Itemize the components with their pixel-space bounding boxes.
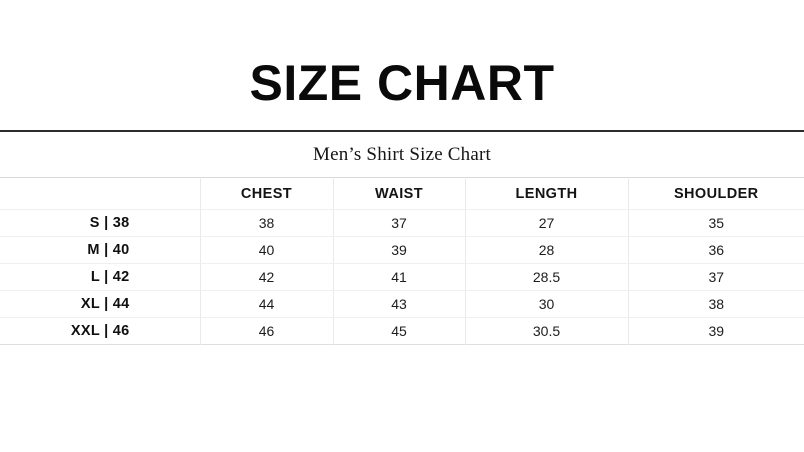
cell-length: 28.5 <box>465 263 629 291</box>
title-block: SIZE CHART <box>0 58 804 108</box>
row-label-m: M | 40 <box>0 236 201 264</box>
cell-length: 30 <box>465 290 629 318</box>
cell-chest: 38 <box>200 209 334 237</box>
column-header-length: LENGTH <box>465 177 629 210</box>
table-header: CHEST WAIST LENGTH SHOULDER <box>0 177 804 210</box>
size-table-container: CHEST WAIST LENGTH SHOULDER S | 38 38 37… <box>0 177 804 345</box>
cell-shoulder: 39 <box>708 323 725 339</box>
row-label-xxl: XXL | 46 <box>0 317 201 345</box>
column-header-shoulder: SHOULDER <box>628 177 804 210</box>
cell-chest: 40 <box>200 236 334 264</box>
table-header-row: CHEST WAIST LENGTH SHOULDER <box>0 177 804 210</box>
row-label-l: L | 42 <box>0 263 201 291</box>
cell-shoulder: 37 <box>628 263 804 291</box>
cell-length: 27 <box>465 209 629 237</box>
page-title: SIZE CHART <box>249 55 555 111</box>
cell-waist: 41 <box>333 263 466 291</box>
page-subtitle: Men’s Shirt Size Chart <box>312 144 492 165</box>
table-row: L | 42 42 41 28.5 37 <box>0 263 804 291</box>
cell-shoulder: 38 <box>628 290 804 318</box>
cell-waist: 45 <box>333 317 466 345</box>
column-header-chest: CHEST <box>200 177 334 210</box>
title-divider <box>0 130 804 132</box>
cell-waist: 43 <box>333 290 466 318</box>
table-row: XXL | 46 46 45 30.5 39 <box>0 317 804 345</box>
cell-waist: 39 <box>333 236 466 264</box>
table-body: S | 38 38 37 27 35 M | 40 40 39 28 36 L … <box>0 209 804 345</box>
cell-shoulder: 35 <box>628 209 804 237</box>
column-header-waist: WAIST <box>333 177 466 210</box>
size-chart-table: CHEST WAIST LENGTH SHOULDER S | 38 38 37… <box>0 177 804 345</box>
table-row: XL | 44 44 43 30 38 <box>0 290 804 318</box>
cell-length: 30.5 <box>465 317 629 345</box>
cell-shoulder: 36 <box>628 236 804 264</box>
row-label-s: S | 38 <box>0 209 201 237</box>
cell-waist: 37 <box>333 209 466 237</box>
cell-chest: 42 <box>200 263 334 291</box>
cell-length: 28 <box>465 236 629 264</box>
row-label-xl: XL | 44 <box>0 290 201 318</box>
cell-chest: 46 <box>200 317 334 345</box>
table-row: M | 40 40 39 28 36 <box>0 236 804 264</box>
subtitle-block: Men’s Shirt Size Chart <box>0 144 804 166</box>
cell-chest: 44 <box>200 290 334 318</box>
column-header-size <box>0 177 201 210</box>
table-row: S | 38 38 37 27 35 <box>0 209 804 237</box>
